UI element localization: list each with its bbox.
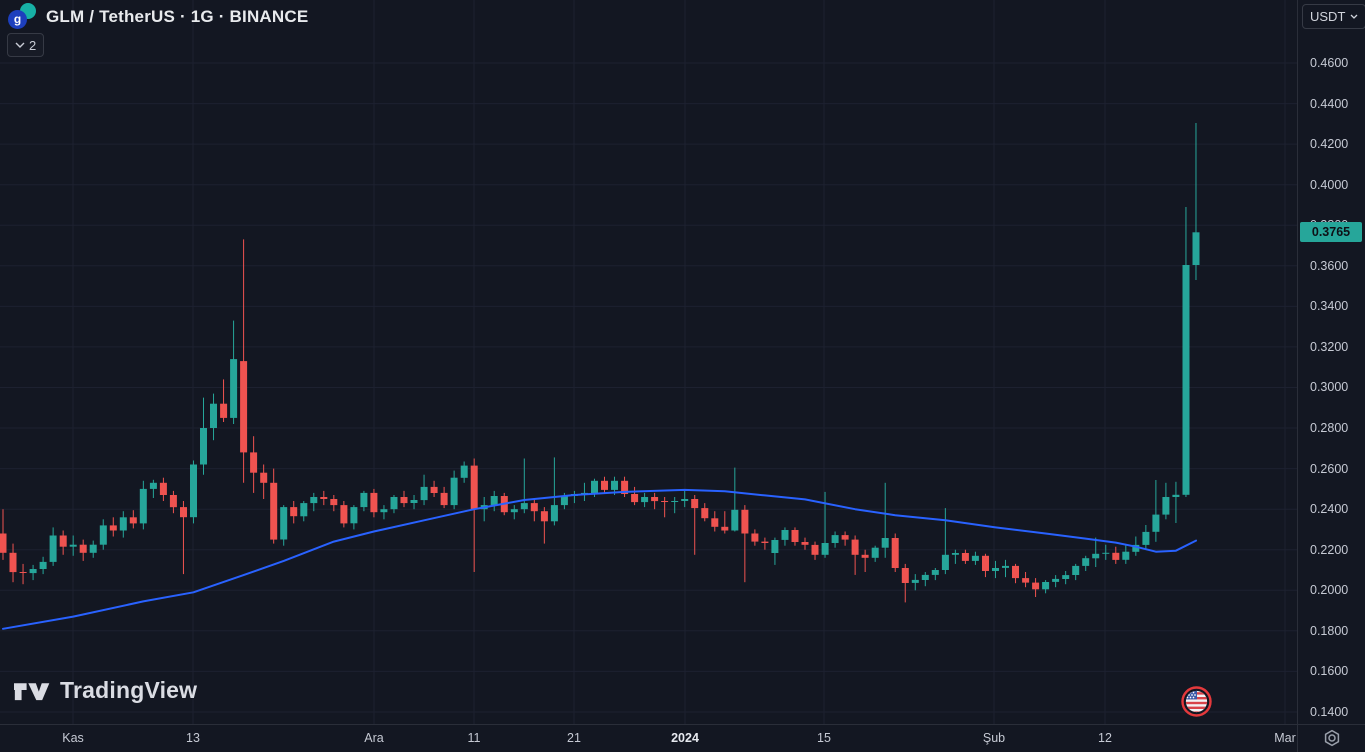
- chevron-down-icon: [15, 42, 25, 48]
- price-tick-label: 0.3000: [1310, 380, 1349, 394]
- price-tick-label: 0.1800: [1310, 624, 1349, 638]
- price-tick-label: 0.4400: [1310, 97, 1349, 111]
- price-tick-label: 0.2800: [1310, 421, 1349, 435]
- collapse-count: 2: [29, 37, 37, 53]
- price-tick-label: 0.2600: [1310, 462, 1349, 476]
- tradingview-logo[interactable]: TradingView: [14, 676, 197, 704]
- price-tick-label: 0.1400: [1310, 705, 1349, 719]
- price-tick-label: 0.4000: [1310, 178, 1349, 192]
- candlestick-chart: [0, 0, 1297, 724]
- price-tick-label: 0.3200: [1310, 340, 1349, 354]
- price-tick-label: 0.3600: [1310, 259, 1349, 273]
- price-axis[interactable]: USDT 0.46000.44000.42000.40000.38000.360…: [1297, 0, 1365, 724]
- time-tick-label-13: 13: [186, 731, 200, 745]
- time-tick-label-15: 15: [817, 731, 831, 745]
- price-tick-label: 0.2400: [1310, 502, 1349, 516]
- price-tick-label: 0.4600: [1310, 56, 1349, 70]
- time-tick-label-Ara: Ara: [364, 731, 384, 745]
- currency-selector-button[interactable]: USDT: [1302, 4, 1365, 29]
- tradingview-logo-icon: [14, 683, 50, 701]
- us-flag-icon[interactable]: [1181, 686, 1212, 717]
- chart-plot-area[interactable]: g GLM / TetherUS · 1G · BINANCE 2 Tradin…: [0, 0, 1297, 724]
- time-axis[interactable]: Kas 13 Ara 11 21 2024 15 Şub 12 Mar: [0, 724, 1365, 752]
- time-tick-label-11: 11: [467, 731, 481, 745]
- time-tick-label-2024: 2024: [671, 731, 699, 745]
- time-tick-label-Kas: Kas: [62, 731, 84, 745]
- price-tick-label: 0.1600: [1310, 664, 1349, 678]
- grid: [0, 0, 1297, 724]
- gear-icon: [1324, 729, 1339, 747]
- price-tick-label: 0.2200: [1310, 543, 1349, 557]
- time-tick-label-12: 12: [1098, 731, 1112, 745]
- symbol-header[interactable]: g GLM / TetherUS · 1G · BINANCE: [8, 3, 308, 30]
- chevron-down-icon: [1350, 14, 1358, 19]
- price-tick-label: 0.3400: [1310, 299, 1349, 313]
- price-tick-label: 0.4200: [1310, 137, 1349, 151]
- collapse-indicators-button[interactable]: 2: [7, 33, 45, 57]
- tradingview-logo-text: TradingView: [60, 676, 198, 703]
- price-tick-label: 0.2000: [1310, 583, 1349, 597]
- scale-settings-corner[interactable]: [1297, 724, 1365, 752]
- ma-line: [2, 488, 1197, 630]
- symbol-title[interactable]: GLM / TetherUS · 1G · BINANCE: [46, 6, 309, 26]
- logo-blue-circle: g: [8, 10, 27, 29]
- time-tick-label-Mar: Mar: [1274, 731, 1296, 745]
- golem-logo-icon: g: [8, 3, 37, 30]
- last-price-badge[interactable]: 0.3765: [1300, 222, 1362, 242]
- currency-label: USDT: [1310, 9, 1346, 24]
- time-tick-label-Şub: Şub: [982, 731, 1006, 745]
- time-tick-label-21: 21: [567, 731, 581, 745]
